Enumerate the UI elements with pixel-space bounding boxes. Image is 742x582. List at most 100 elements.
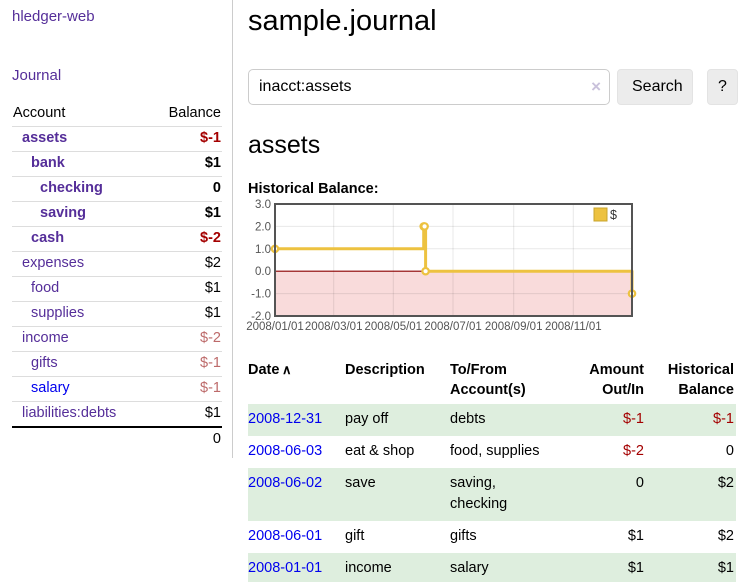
svg-text:-2.0: -2.0: [251, 311, 271, 323]
svg-text:3.0: 3.0: [255, 199, 271, 211]
transaction-balance: $2: [717, 528, 734, 544]
balance-column-header: Balance: [150, 101, 222, 127]
sidebar-account-balance: $-1: [150, 351, 222, 377]
search-input-wrap: ×: [248, 69, 610, 105]
account-tree-row: bank $1: [12, 151, 222, 177]
transaction-balance: $1: [646, 553, 736, 582]
register-row: 2008-06-03 eat & shop food, supplies $-2 0: [248, 436, 736, 468]
register-row: 2008-12-31 pay off debts $-1 $-1: [248, 404, 736, 436]
svg-text:1.0: 1.0: [255, 244, 271, 256]
register-row: 2008-01-01 income salary $1 $1: [248, 553, 736, 582]
account-tree-row: saving $1: [12, 201, 222, 227]
sidebar-total-balance: 0: [150, 426, 222, 452]
transaction-balance: 0: [725, 443, 734, 459]
sidebar-account-balance: $-2: [150, 326, 222, 352]
transaction-date-link[interactable]: 2008-06-01: [248, 528, 323, 544]
transaction-amount: 0: [562, 468, 646, 521]
transaction-amount: $1: [627, 528, 644, 544]
account-tree-row: gifts $-1: [12, 351, 222, 377]
register-row: 2008-06-02 save saving, checking 0 $2: [248, 468, 736, 521]
search-input[interactable]: [248, 69, 610, 105]
transaction-accounts: saving, checking: [450, 468, 562, 521]
sidebar-account-link-cash[interactable]: cash: [31, 230, 65, 246]
sidebar-account-link-expenses[interactable]: expenses: [22, 255, 85, 271]
sidebar-account-balance: $1: [150, 301, 222, 327]
sidebar-account-link-food[interactable]: food: [31, 280, 60, 296]
sidebar-account-balance: $-2: [150, 226, 222, 252]
account-tree-row: liabilities:debts $1: [12, 402, 222, 428]
sidebar-account-link-liabilities-debts[interactable]: liabilities:debts: [22, 405, 117, 421]
sidebar-account-balance: $1: [150, 276, 222, 302]
balance-chart: $3.0 2.0 1.0 0.0 -1.0 -2.0 2008/01/01 2008/03/0…: [242, 199, 738, 335]
register-header-row: Date ∧ Description To/From Account(s) Amoun…: [248, 356, 736, 404]
register-column-header-date[interactable]: Date ∧: [248, 362, 292, 378]
account-tree-row: income $-2: [12, 326, 222, 352]
account-column-header: Account: [12, 101, 150, 127]
transaction-description: eat & shop: [345, 443, 415, 459]
transaction-date-link[interactable]: 2008-06-02: [248, 475, 323, 491]
transaction-balance: $-1: [646, 404, 736, 436]
sidebar-account-link-supplies[interactable]: supplies: [31, 305, 85, 321]
transaction-accounts: gifts: [450, 528, 477, 544]
account-tree-row: expenses $2: [12, 251, 222, 277]
register-column-header-historical-balance: Historical Balance: [667, 362, 734, 398]
transaction-amount: $-1: [562, 404, 646, 436]
register-table: Date ∧ Description To/From Account(s) Amoun…: [248, 356, 736, 582]
sidebar-account-link-checking[interactable]: checking: [40, 180, 103, 196]
sidebar-account-balance: $1: [204, 405, 221, 421]
sidebar-account-link-income[interactable]: income: [22, 330, 69, 346]
register-column-header-description: Description: [345, 362, 425, 378]
svg-text:0.0: 0.0: [255, 266, 271, 278]
account-tree-row: salary $-1: [12, 376, 222, 402]
svg-text:2008/01/01: 2008/01/01: [246, 321, 304, 333]
account-tree-row: food $1: [12, 276, 222, 302]
transaction-accounts: debts: [450, 404, 562, 436]
main-content: sample.journal × Search ? assets Histori…: [233, 0, 742, 582]
sidebar-account-balance: $2: [150, 251, 222, 277]
svg-text:2008/09/01: 2008/09/01: [485, 321, 543, 333]
transaction-description: pay off: [345, 404, 450, 436]
search-button[interactable]: Search: [617, 69, 693, 105]
transaction-date-link[interactable]: 2008-12-31: [248, 411, 323, 427]
account-tree-row: assets $-1: [12, 126, 222, 152]
svg-text:2008/11/01: 2008/11/01: [545, 321, 602, 333]
transaction-date-link[interactable]: 2008-06-03: [248, 443, 323, 459]
transaction-date-link[interactable]: 2008-01-01: [248, 560, 323, 576]
svg-text:2.0: 2.0: [255, 221, 271, 233]
sidebar-account-balance: $-1: [150, 126, 222, 152]
transaction-description: gift: [345, 528, 365, 544]
account-tree-row: checking 0: [12, 176, 222, 202]
sidebar-account-link-salary[interactable]: salary: [31, 380, 70, 396]
account-tree-header-row: Account Balance: [12, 101, 222, 127]
help-button[interactable]: ?: [707, 69, 738, 105]
brand-link[interactable]: hledger-web: [12, 8, 95, 25]
svg-text:2008/07/01: 2008/07/01: [424, 321, 482, 333]
clear-search-icon[interactable]: ×: [591, 77, 601, 96]
sidebar-account-balance: $-1: [150, 376, 222, 402]
svg-text:2008/03/01: 2008/03/01: [305, 321, 363, 333]
sidebar-account-link-gifts[interactable]: gifts: [31, 355, 58, 371]
register-row: 2008-06-01 gift gifts $1 $2: [248, 521, 736, 553]
sidebar-account-link-saving[interactable]: saving: [40, 205, 86, 221]
transaction-accounts: food, supplies: [450, 443, 540, 459]
sidebar-item-journal[interactable]: Journal: [12, 67, 62, 84]
svg-text:2008/05/01: 2008/05/01: [365, 321, 423, 333]
account-tree-total-row: 0: [12, 426, 222, 452]
page-title: sample.journal: [248, 5, 437, 37]
register-column-header-amount-out-in: Amount Out/In: [589, 362, 644, 398]
sidebar: hledger-web Journal Account Balance asse…: [0, 0, 233, 458]
sidebar-account-balance: 0: [150, 176, 222, 202]
sidebar-account-link-bank[interactable]: bank: [31, 155, 65, 171]
sort-ascending-icon: ∧: [279, 362, 292, 377]
account-heading: assets: [248, 131, 321, 159]
sidebar-account-link-assets[interactable]: assets: [22, 130, 68, 146]
transaction-amount: $-2: [623, 443, 644, 459]
account-tree-table: Account Balance assets $-1 bank $1 checking 0…: [12, 101, 222, 452]
transaction-description: income: [345, 553, 450, 582]
account-tree-row: supplies $1: [12, 301, 222, 327]
account-tree-row: cash $-2: [12, 226, 222, 252]
transaction-balance: $2: [646, 468, 736, 521]
register-column-header-to-from-account-s-: To/From Account(s): [450, 362, 526, 398]
svg-text:$: $: [610, 208, 617, 222]
